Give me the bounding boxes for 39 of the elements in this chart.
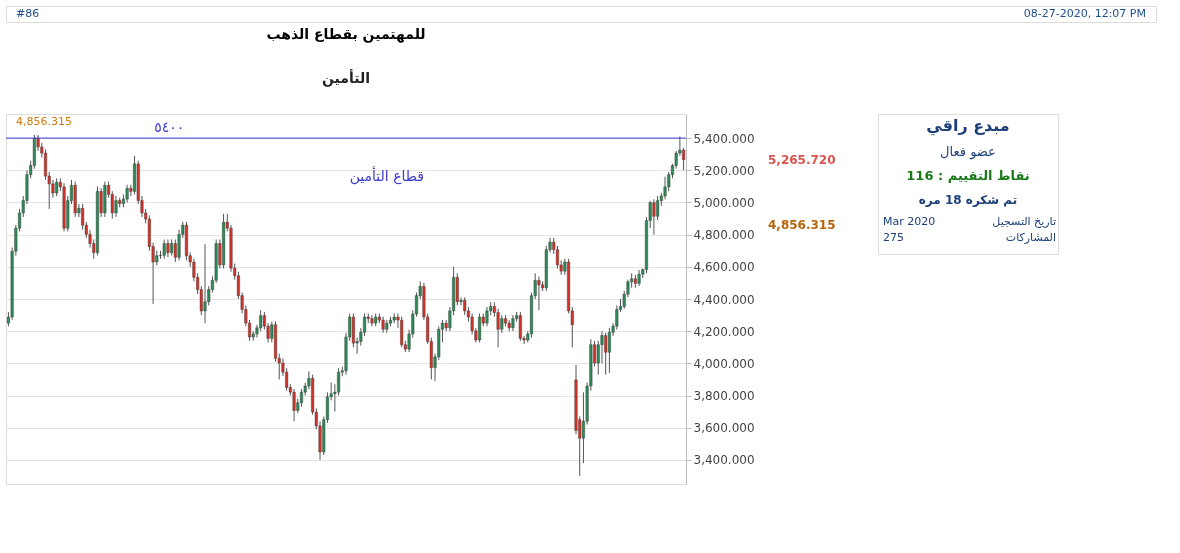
y-tick-label: 4,400.000 xyxy=(693,292,755,307)
text: 5,265.720 xyxy=(768,152,836,167)
chart-title: للمهتمين بقطاع الذهب xyxy=(266,26,426,43)
y-tick-label: 4,800.000 xyxy=(693,228,755,243)
y-tick-label: 3,400.000 xyxy=(693,453,755,468)
y-tick-label: 3,600.000 xyxy=(693,421,755,436)
candlestick xyxy=(607,327,611,374)
y-tick-label: 5,200.000 xyxy=(693,163,755,178)
candlestick xyxy=(114,195,118,218)
annotation: 4,856.315 xyxy=(16,115,72,128)
candlestick xyxy=(44,148,48,181)
chart-subtitle: التأمين xyxy=(321,69,371,87)
candlestick xyxy=(652,198,656,236)
candlestick xyxy=(604,332,608,376)
candlestick xyxy=(537,275,541,311)
candlestick xyxy=(203,243,207,324)
text: نقاط التقييم : 116 xyxy=(906,168,1030,183)
text: تم شكره 18 مره xyxy=(918,193,1018,207)
text: المشاركات xyxy=(1005,231,1056,244)
y-tick-label: 4,200.000 xyxy=(693,324,755,339)
candlestick xyxy=(292,388,296,422)
y-tick-label: 4,000.000 xyxy=(693,356,755,371)
text: عضو فعال xyxy=(940,144,996,160)
text: 4,856.315 xyxy=(768,218,836,232)
candlestick xyxy=(555,245,559,269)
text: #86 xyxy=(16,7,40,20)
text: مبدع راقي xyxy=(926,116,1010,136)
text: 275 xyxy=(883,231,904,244)
y-tick-label: 5,000.000 xyxy=(693,195,755,210)
text: تاريخ التسجيل xyxy=(992,215,1056,228)
annotation: قطاع التأمين xyxy=(349,165,424,185)
y-tick-label: 5,400.000 xyxy=(693,131,755,146)
text: 08-27-2020, 12:07 PM xyxy=(1023,7,1146,20)
candlestick xyxy=(370,314,374,327)
y-tick-label: 3,800.000 xyxy=(693,389,755,404)
ref-line-label: ٥٤٠٠ xyxy=(154,119,185,136)
candlestick xyxy=(485,306,489,327)
y-tick-label: 4,600.000 xyxy=(693,260,755,275)
text: Mar 2020 xyxy=(883,215,936,228)
